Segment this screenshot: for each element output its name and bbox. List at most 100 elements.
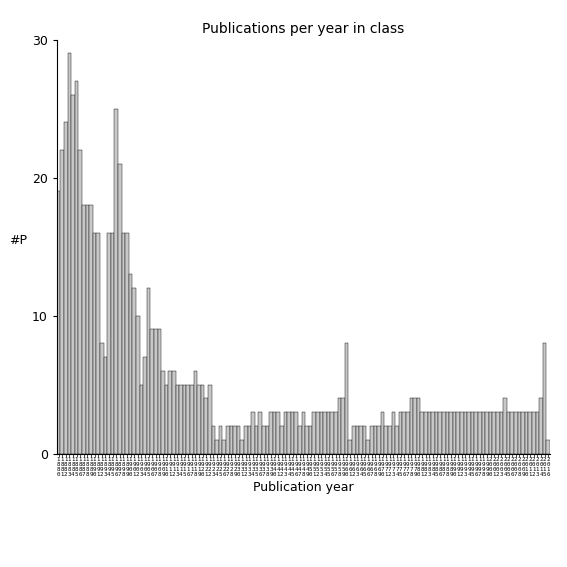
Bar (125, 233, 129, 454)
Bar (57, 192, 60, 454)
Bar (467, 412, 471, 454)
Bar (395, 426, 399, 454)
Bar (255, 426, 259, 454)
Bar (413, 399, 417, 454)
Bar (265, 426, 269, 454)
Bar (532, 412, 536, 454)
Bar (456, 412, 460, 454)
Bar (363, 426, 366, 454)
Bar (197, 384, 201, 454)
Bar (201, 384, 204, 454)
Bar (158, 329, 161, 454)
Bar (348, 440, 352, 454)
Bar (464, 412, 467, 454)
Bar (431, 412, 435, 454)
Bar (417, 399, 420, 454)
Bar (237, 426, 240, 454)
Bar (150, 329, 154, 454)
Bar (71, 95, 75, 454)
Bar (399, 412, 403, 454)
Bar (446, 412, 449, 454)
Bar (287, 412, 291, 454)
Bar (521, 412, 525, 454)
Title: Publications per year in class: Publications per year in class (202, 22, 404, 36)
Bar (359, 426, 363, 454)
Bar (388, 426, 392, 454)
Bar (75, 81, 78, 454)
Bar (312, 412, 316, 454)
Bar (475, 412, 478, 454)
Bar (165, 384, 168, 454)
Bar (503, 399, 507, 454)
Bar (244, 426, 248, 454)
Bar (428, 412, 431, 454)
Bar (492, 412, 496, 454)
Bar (82, 205, 86, 454)
Bar (528, 412, 532, 454)
Bar (222, 440, 226, 454)
Bar (132, 288, 136, 454)
Bar (370, 426, 374, 454)
Bar (514, 412, 518, 454)
Bar (525, 412, 528, 454)
Bar (453, 412, 456, 454)
Bar (539, 399, 543, 454)
Bar (179, 384, 183, 454)
Bar (115, 109, 118, 454)
Bar (392, 412, 395, 454)
Bar (377, 426, 381, 454)
Bar (276, 412, 280, 454)
Bar (291, 412, 294, 454)
Bar (262, 426, 265, 454)
Bar (294, 412, 298, 454)
Bar (435, 412, 438, 454)
Bar (384, 426, 388, 454)
Bar (320, 412, 323, 454)
Bar (204, 399, 208, 454)
Bar (316, 412, 320, 454)
Bar (168, 371, 172, 454)
Bar (183, 384, 187, 454)
Bar (60, 150, 64, 454)
Bar (481, 412, 485, 454)
Bar (154, 329, 158, 454)
Bar (226, 426, 230, 454)
Bar (345, 343, 348, 454)
Bar (356, 426, 359, 454)
Bar (424, 412, 428, 454)
Bar (403, 412, 406, 454)
Bar (230, 426, 233, 454)
Bar (331, 412, 334, 454)
Bar (406, 412, 409, 454)
Bar (111, 233, 115, 454)
Bar (86, 205, 89, 454)
Bar (280, 426, 284, 454)
Bar (78, 150, 82, 454)
Bar (420, 412, 424, 454)
Bar (305, 426, 309, 454)
Bar (409, 399, 413, 454)
Bar (366, 440, 370, 454)
Bar (485, 412, 489, 454)
Bar (489, 412, 492, 454)
Bar (233, 426, 237, 454)
Bar (327, 412, 331, 454)
Bar (211, 426, 215, 454)
Bar (147, 288, 150, 454)
Bar (100, 343, 104, 454)
Bar (251, 412, 255, 454)
Bar (269, 412, 273, 454)
Bar (96, 233, 100, 454)
Bar (438, 412, 442, 454)
Bar (298, 426, 302, 454)
Bar (161, 371, 165, 454)
Bar (248, 426, 251, 454)
Bar (193, 371, 197, 454)
Bar (507, 412, 510, 454)
Bar (374, 426, 377, 454)
Bar (67, 53, 71, 454)
Bar (118, 164, 121, 454)
Bar (187, 384, 190, 454)
Bar (136, 316, 139, 454)
Bar (449, 412, 453, 454)
